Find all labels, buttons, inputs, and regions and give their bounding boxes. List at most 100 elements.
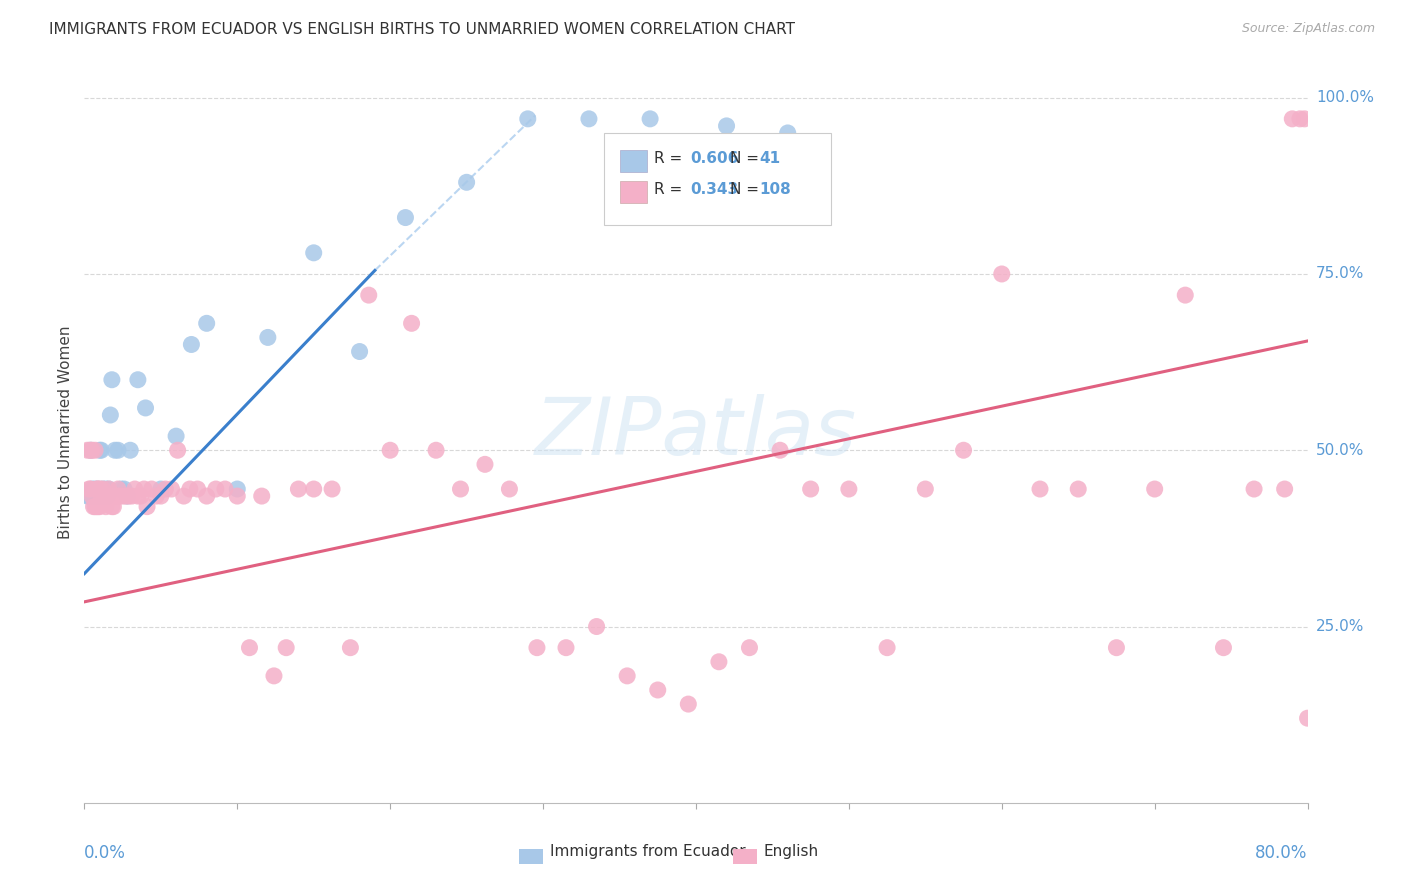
Point <box>180 337 202 351</box>
Point <box>769 443 792 458</box>
Point <box>97 482 120 496</box>
FancyBboxPatch shape <box>605 133 831 226</box>
Point <box>105 489 128 503</box>
Point <box>1105 640 1128 655</box>
Point <box>952 443 974 458</box>
Point <box>1067 482 1090 496</box>
Point <box>226 482 249 496</box>
Text: N =: N = <box>730 152 759 166</box>
Point <box>87 500 110 514</box>
Text: Immigrants from Ecuador: Immigrants from Ecuador <box>550 844 747 858</box>
Point <box>132 482 155 496</box>
Point <box>89 500 111 514</box>
Bar <box>733 848 758 863</box>
Point <box>103 500 125 514</box>
Point <box>195 316 218 330</box>
Point <box>263 669 285 683</box>
Point <box>800 482 823 496</box>
Point <box>302 482 325 496</box>
Point <box>776 126 799 140</box>
Point <box>1289 112 1312 126</box>
Text: 50.0%: 50.0% <box>1316 442 1364 458</box>
Point <box>914 482 936 496</box>
Point <box>96 489 118 503</box>
Point <box>98 489 121 503</box>
Point <box>107 443 129 458</box>
Point <box>1294 112 1316 126</box>
Point <box>638 112 661 126</box>
Point <box>84 443 107 458</box>
Point <box>166 443 188 458</box>
Point <box>79 482 101 496</box>
Text: R =: R = <box>654 182 688 197</box>
Point <box>186 482 208 496</box>
Point <box>89 482 111 496</box>
Point <box>394 211 416 225</box>
Point <box>173 489 195 503</box>
Point <box>93 489 115 503</box>
Point <box>86 482 108 496</box>
Point <box>94 482 117 496</box>
Point <box>79 443 101 458</box>
Text: English: English <box>763 844 818 858</box>
Point <box>112 482 135 496</box>
Point <box>76 443 98 458</box>
Point <box>450 482 472 496</box>
Point <box>120 443 142 458</box>
Point <box>257 330 280 344</box>
Point <box>616 669 638 683</box>
Point <box>80 482 103 496</box>
Point <box>526 640 548 655</box>
Bar <box>519 848 543 863</box>
Point <box>77 489 100 503</box>
Point <box>991 267 1014 281</box>
Point <box>349 344 371 359</box>
Point <box>104 489 127 503</box>
Point <box>205 482 228 496</box>
Point <box>79 443 101 458</box>
Point <box>86 500 108 514</box>
Point <box>97 482 120 496</box>
Point <box>96 489 118 503</box>
Point <box>114 489 136 503</box>
Point <box>155 482 177 496</box>
Text: 25.0%: 25.0% <box>1316 619 1364 634</box>
Point <box>87 482 110 496</box>
Text: ZIPatlas: ZIPatlas <box>534 393 858 472</box>
Point <box>90 443 112 458</box>
Text: 100.0%: 100.0% <box>1316 90 1374 105</box>
Point <box>226 489 249 503</box>
Point <box>76 489 98 503</box>
Point <box>101 500 124 514</box>
Bar <box>620 150 647 172</box>
Point <box>474 458 496 472</box>
Text: 0.606: 0.606 <box>690 152 738 166</box>
Point <box>89 489 111 503</box>
Point <box>401 316 423 330</box>
Point <box>287 482 309 496</box>
Point <box>145 489 167 503</box>
Point <box>90 489 112 503</box>
Point <box>98 408 121 422</box>
Point <box>127 489 149 503</box>
Point <box>104 443 127 458</box>
Point <box>149 489 172 503</box>
Point <box>425 443 447 458</box>
Point <box>129 489 152 503</box>
Text: 0.343: 0.343 <box>690 182 738 197</box>
Point <box>678 697 700 711</box>
Point <box>516 112 538 126</box>
Point <box>165 429 187 443</box>
Point <box>107 482 129 496</box>
Point <box>1174 288 1197 302</box>
Point <box>716 119 738 133</box>
Point <box>87 482 110 496</box>
Text: 108: 108 <box>759 182 792 197</box>
Point <box>1281 112 1303 126</box>
Point <box>707 655 730 669</box>
Point <box>84 500 107 514</box>
Point <box>578 112 600 126</box>
Point <box>110 482 132 496</box>
Point <box>136 500 159 514</box>
Point <box>838 482 860 496</box>
